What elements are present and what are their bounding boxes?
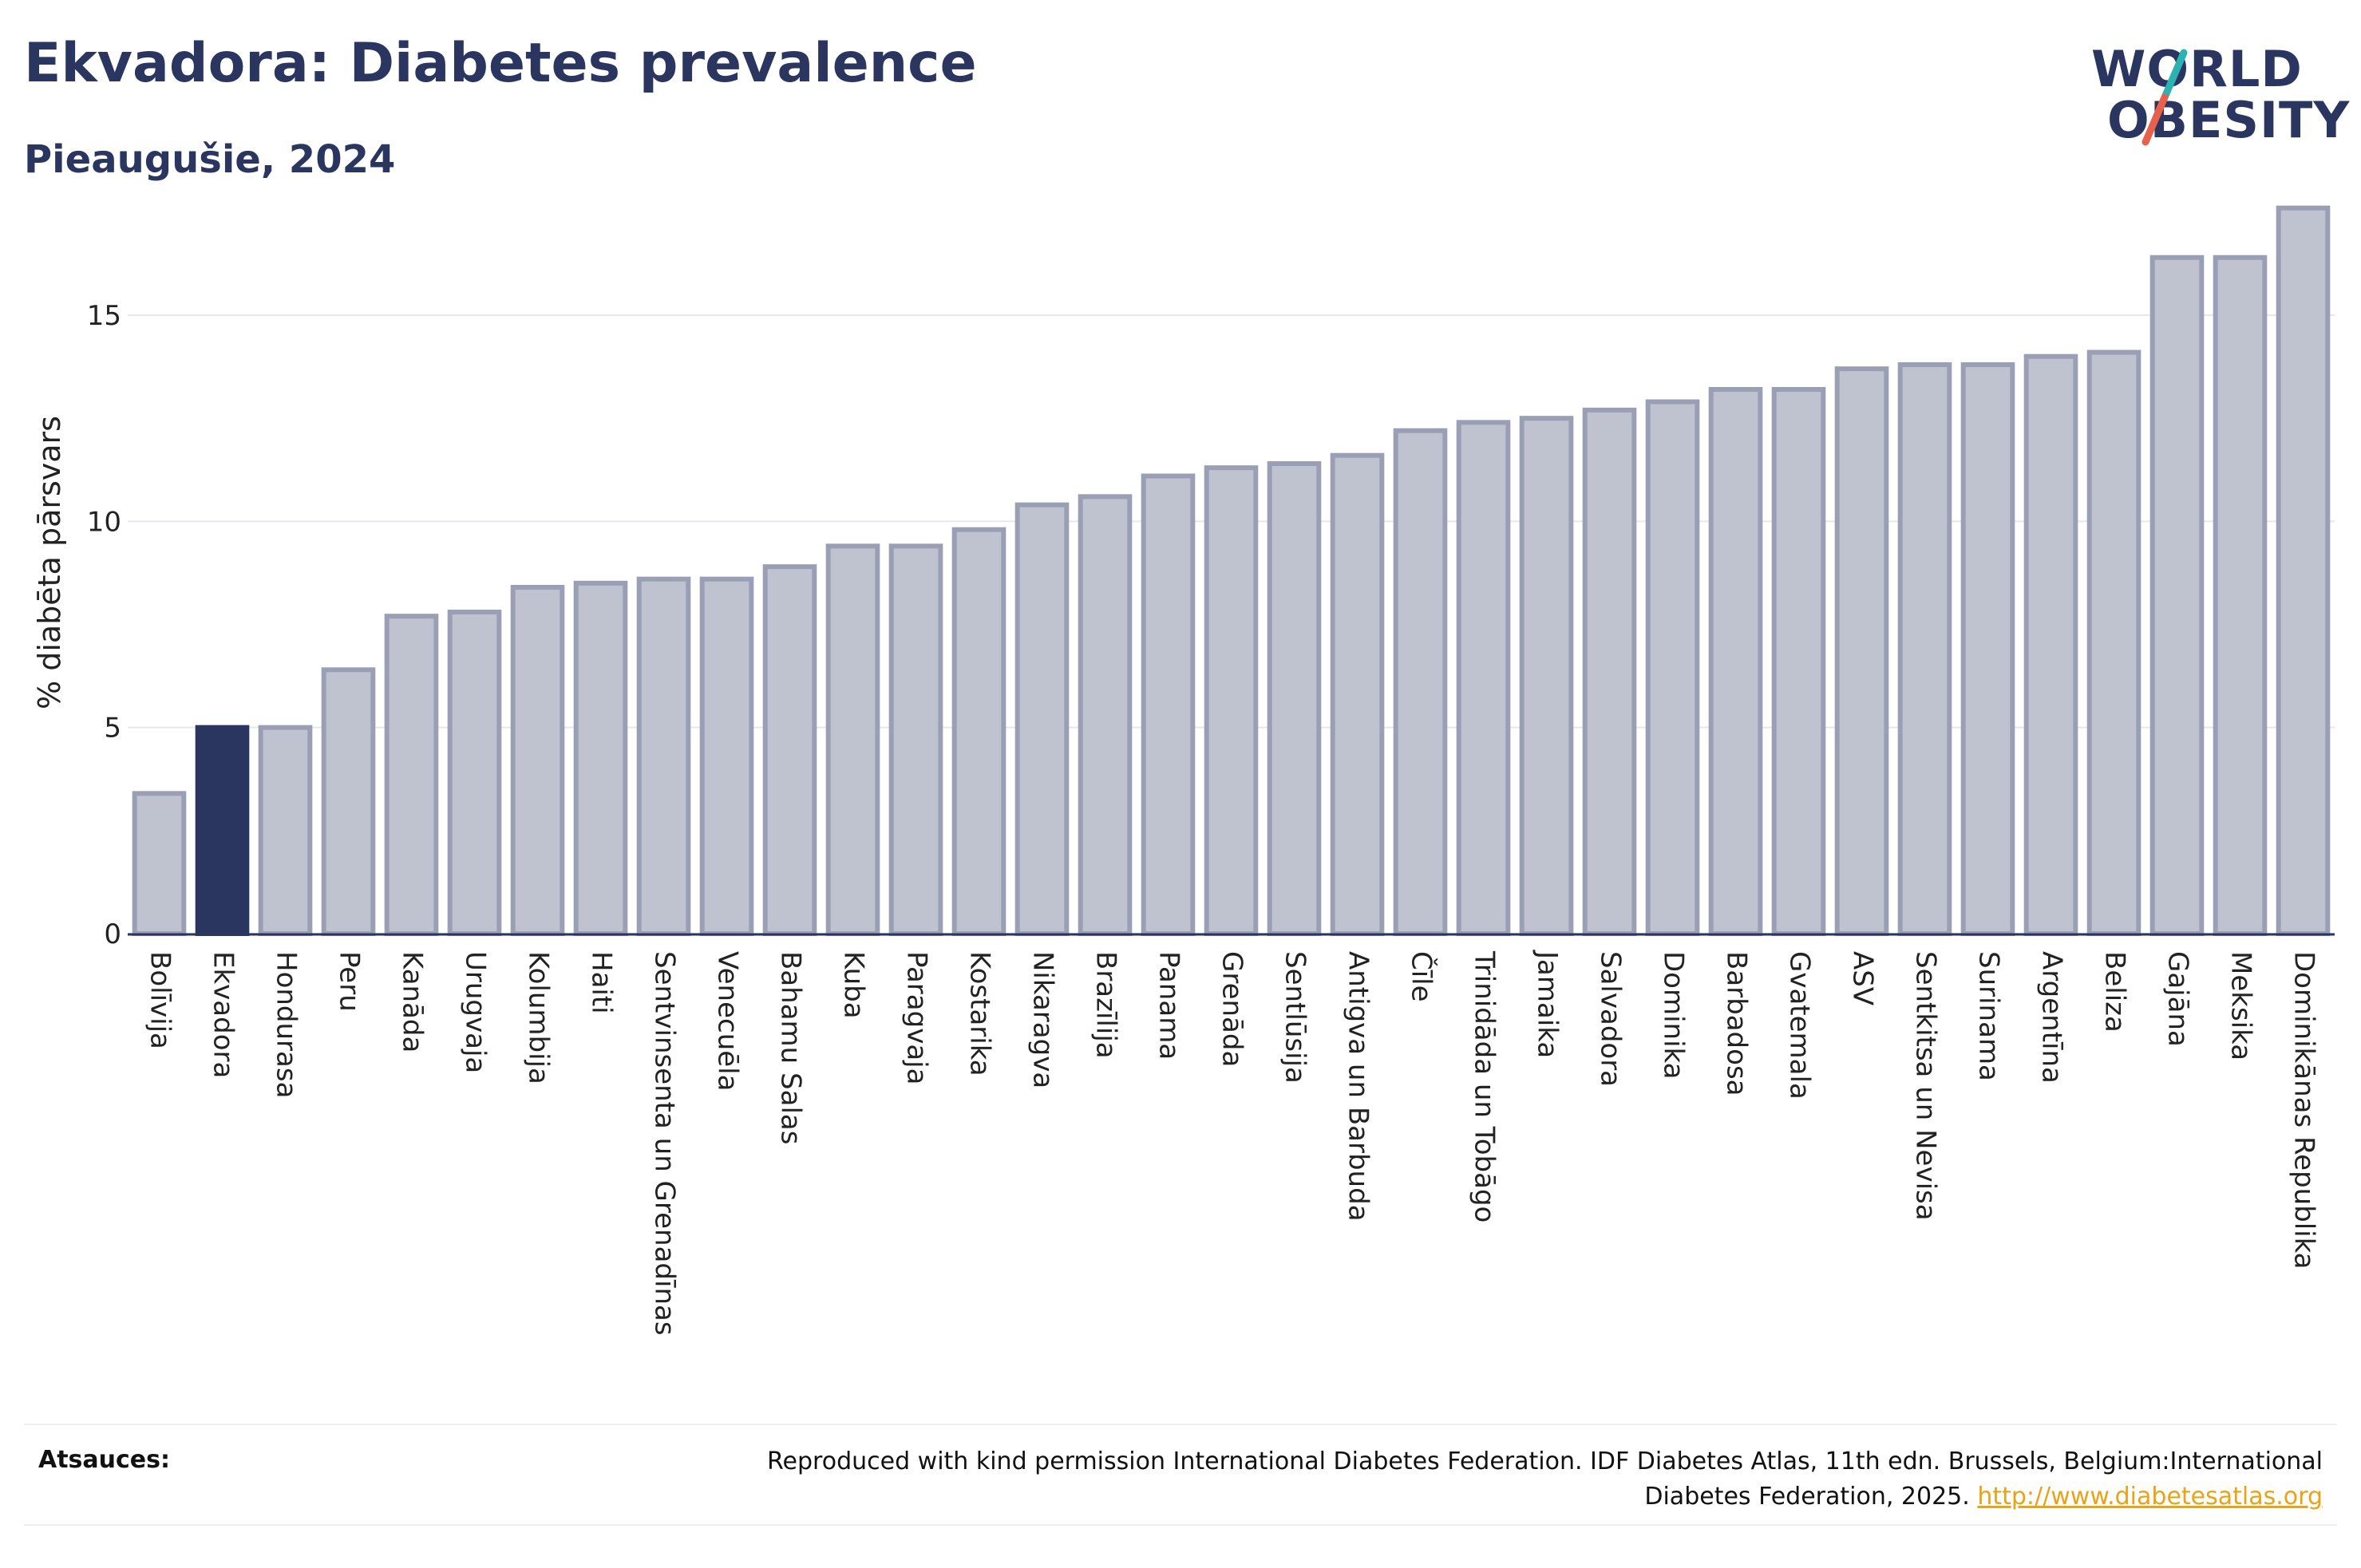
x-category-label: Dominika <box>1658 951 1690 1079</box>
x-category-label: Beliza <box>2099 951 2131 1033</box>
bar <box>951 527 1006 937</box>
x-category-label: Sentlūsija <box>1279 951 1311 1084</box>
x-category-label: Barbadosa <box>1721 951 1753 1096</box>
x-category-label: Venecuēla <box>712 951 744 1091</box>
x-category-label: Brazīlija <box>1090 951 1122 1059</box>
bar <box>258 725 313 937</box>
bar <box>1960 362 2015 936</box>
x-category-label: Meksika <box>2225 951 2257 1060</box>
x-category-label: Jamaika <box>1532 950 1564 1058</box>
bar <box>1267 461 1322 936</box>
x-category-label: Kanāda <box>397 951 429 1053</box>
x-category-label: Salvadora <box>1595 951 1627 1087</box>
x-category-label: Trinidāda un Tobāgo <box>1469 950 1501 1222</box>
x-category-label: Antigva un Barbuda <box>1343 951 1374 1222</box>
bar <box>132 791 187 936</box>
bar <box>762 564 817 937</box>
bar <box>1078 494 1133 936</box>
bar <box>1393 428 1448 936</box>
bar <box>384 614 439 937</box>
bar-highlighted <box>195 725 250 937</box>
x-category-label: Kostarika <box>964 951 996 1076</box>
bar <box>1141 473 1196 936</box>
x-category-label: Dominikānas Republika <box>2288 951 2320 1270</box>
source-citation-text: Reproduced with kind permission Internat… <box>767 1448 2323 1511</box>
x-category-label: Sentvinsenta un Grenadīnas <box>649 951 681 1336</box>
x-category-label: ASV <box>1847 951 1879 1005</box>
x-category-label: Nikaragva <box>1027 951 1059 1088</box>
bar <box>2213 255 2268 936</box>
bar <box>1014 502 1070 936</box>
x-category-label: Gajāna <box>2162 951 2194 1047</box>
bar <box>321 667 376 936</box>
x-category-label: Hondurasa <box>271 951 303 1098</box>
bar <box>888 543 943 936</box>
y-axis-title: % diabēta pārsvars <box>32 416 67 709</box>
source-link[interactable]: http://www.diabetesatlas.org <box>1977 1483 2323 1511</box>
bar <box>1834 366 1889 936</box>
bar <box>699 576 754 937</box>
y-tick-label: 0 <box>104 918 121 950</box>
x-category-label: Urugvaja <box>460 951 492 1073</box>
bar <box>1330 452 1385 936</box>
bar-chart: 0 5 10 15 Bolīvija Ekvadora Hondurasa Peru Kanā… <box>32 205 2335 1336</box>
bar <box>825 543 880 936</box>
bar <box>636 576 691 937</box>
footer-divider-bottom <box>24 1524 2337 1526</box>
x-category-label: Gvatemala <box>1784 951 1816 1100</box>
world-obesity-logo: WORLD OBESITY <box>2075 22 2349 166</box>
page-subtitle: Pieaugušie, 2024 <box>24 137 396 182</box>
source-citation: Reproduced with kind permission Internat… <box>686 1444 2323 1515</box>
x-category-label: Surinama <box>1973 951 2005 1081</box>
sources-label: Atsauces: <box>38 1446 170 1474</box>
x-category-label: Bolīvija <box>144 951 176 1049</box>
y-axis-ticks: 0 5 10 15 <box>87 300 121 950</box>
page-title: Ekvadora: Diabetes prevalence <box>24 32 977 95</box>
x-category-label: Argentīna <box>2036 951 2068 1084</box>
bar <box>2149 255 2205 936</box>
bar <box>1582 407 1637 936</box>
bar <box>510 585 565 936</box>
x-category-label: Paragvaja <box>901 951 933 1084</box>
footer-divider-top <box>24 1424 2337 1425</box>
x-category-label: Panama <box>1153 951 1185 1060</box>
bar <box>2276 205 2331 936</box>
x-category-label: Peru <box>334 951 366 1012</box>
bar <box>2086 350 2142 936</box>
y-tick-label: 15 <box>87 300 121 332</box>
bar <box>2023 353 2078 936</box>
y-tick-label: 5 <box>104 713 121 745</box>
x-category-label: Kuba <box>838 951 870 1019</box>
x-category-label: Sentkitsa un Nevisa <box>1910 951 1942 1221</box>
bar <box>1708 387 1763 936</box>
bar <box>1645 399 1700 936</box>
bar <box>1771 387 1826 936</box>
bar <box>1456 420 1511 936</box>
x-category-label: Ekvadora <box>208 951 239 1078</box>
bar <box>573 580 628 936</box>
x-category-label: Bahamu Salas <box>775 951 807 1144</box>
logo-line-1: WORLD <box>2091 40 2303 98</box>
bar <box>1897 362 1952 936</box>
x-category-label: Čīle <box>1406 951 1438 1002</box>
x-axis-labels: Bolīvija Ekvadora Hondurasa Peru Kanāda Urugv… <box>144 950 2320 1336</box>
x-category-label: Grenāda <box>1216 951 1248 1067</box>
bar <box>447 610 502 936</box>
bar <box>1519 416 1574 936</box>
y-tick-label: 10 <box>87 506 121 538</box>
bars <box>132 205 2331 937</box>
x-category-label: Haiti <box>586 951 618 1014</box>
bar <box>1204 465 1259 936</box>
logo-slash-icon <box>2142 49 2188 146</box>
x-category-label: Kolumbija <box>523 951 555 1084</box>
